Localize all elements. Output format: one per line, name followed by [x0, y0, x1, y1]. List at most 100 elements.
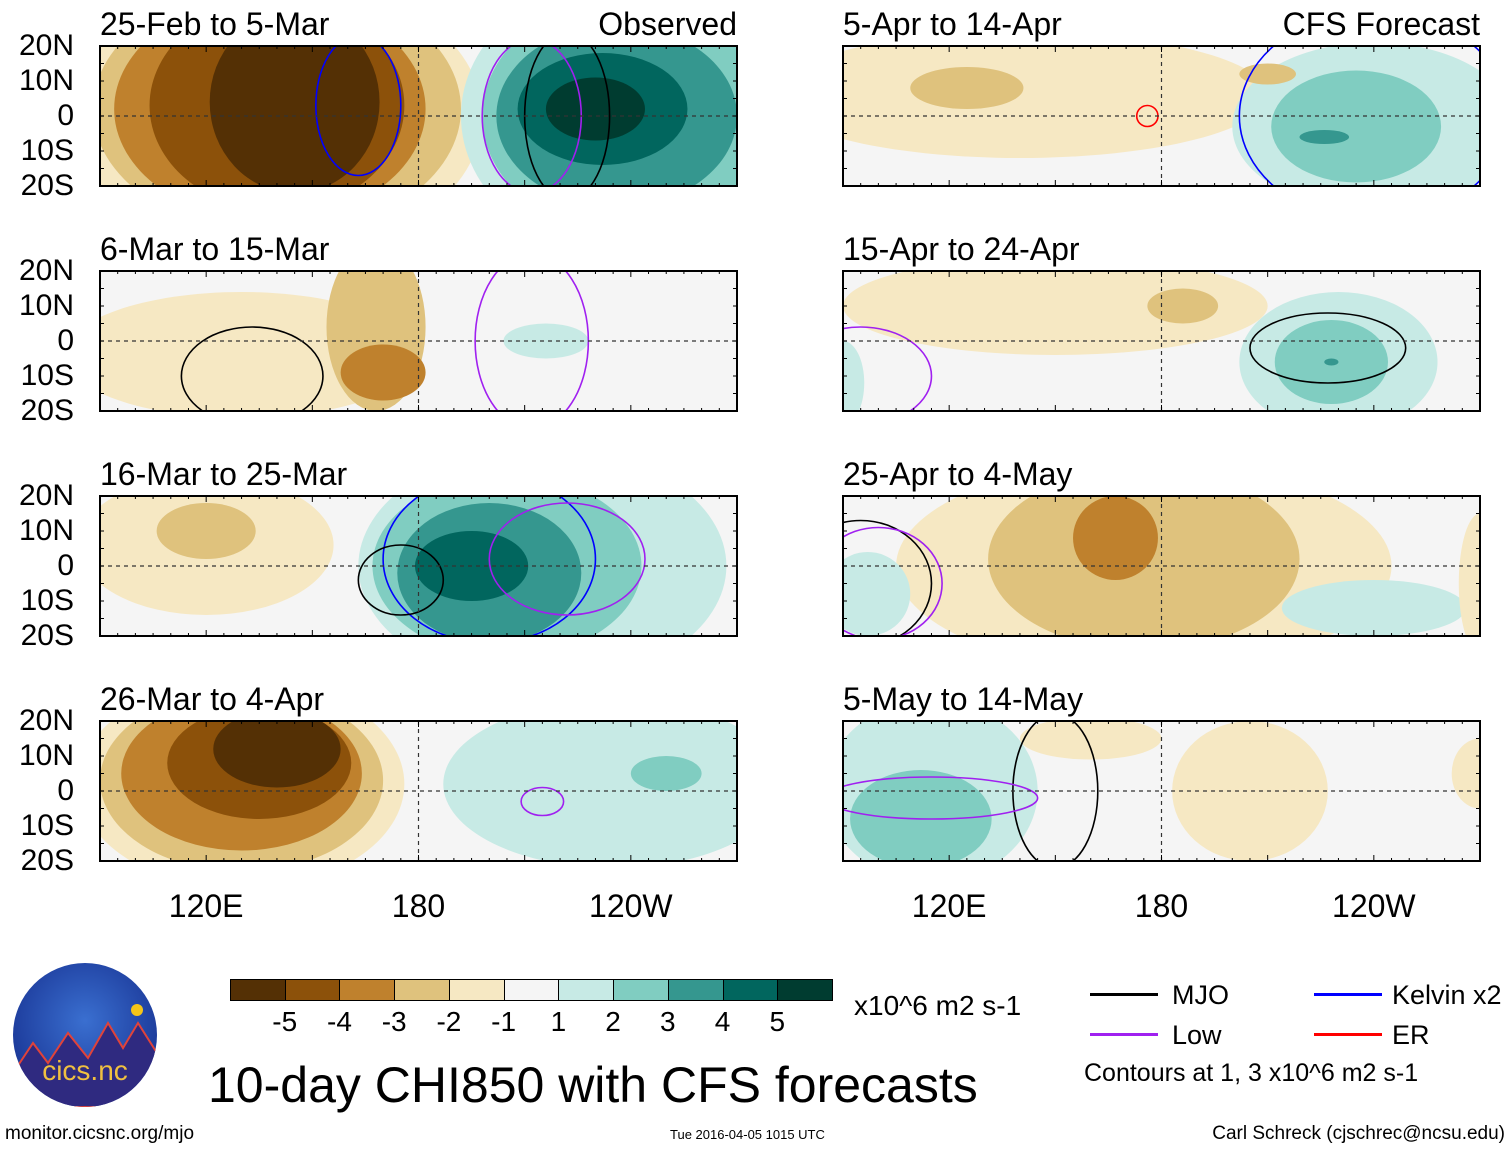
lat-label: 10N — [18, 514, 74, 547]
panel-title: 15-Apr to 24-Apr — [843, 231, 1080, 267]
colorbar-label: -2 — [436, 1006, 462, 1037]
kelvin-contour — [1238, 46, 1480, 186]
anomaly-region — [1271, 70, 1442, 183]
colorbar-label: 2 — [605, 1006, 621, 1037]
contour-note: Contours at 1, 3 x10^6 m2 s-1 — [1084, 1059, 1419, 1087]
panel-title: 26-Mar to 4-Apr — [100, 681, 325, 717]
lat-label: 20N — [18, 254, 74, 287]
map-panel — [842, 720, 1481, 862]
low-contour — [843, 326, 933, 411]
map-panel — [99, 270, 738, 412]
lat-label: 0 — [57, 324, 74, 357]
anomaly-region — [630, 756, 702, 791]
colorbar-label: 1 — [550, 1006, 567, 1037]
anomaly-region — [1239, 63, 1296, 85]
lat-label: 20S — [20, 394, 74, 427]
lon-label: 120W — [1332, 888, 1416, 924]
anomaly-region — [850, 770, 992, 861]
lat-label: 0 — [57, 549, 74, 582]
colorbar-swatch — [230, 979, 286, 1001]
anomaly-region — [1324, 358, 1339, 366]
panel-title: 16-Mar to 25-Mar — [100, 456, 348, 492]
lat-label: 0 — [57, 774, 74, 807]
mountain-icon — [13, 1004, 157, 1107]
colorbar-label: -5 — [272, 1006, 298, 1037]
legend-low-label: Low — [1172, 1020, 1222, 1050]
anomaly-region — [843, 271, 1268, 355]
anomaly-region — [1451, 738, 1480, 809]
legend-mjo-line — [1090, 993, 1158, 996]
lat-label: 10N — [18, 64, 74, 97]
colorbar-unit: x10^6 m2 s-1 — [854, 990, 1022, 1021]
panel-frame — [99, 270, 738, 412]
map-panel — [99, 45, 738, 187]
panel-title: 6-Mar to 15-Mar — [100, 231, 330, 267]
lon-label: 120W — [589, 888, 673, 924]
mjo-contour — [843, 519, 933, 636]
map-panel — [99, 720, 738, 862]
panel-frame — [842, 45, 1481, 187]
legend-er-line — [1314, 1033, 1382, 1036]
lat-label: 10S — [20, 809, 74, 842]
mjo-contour — [357, 544, 445, 616]
anomaly-region — [1281, 580, 1466, 636]
colorbar-label: -4 — [327, 1006, 352, 1037]
map-panel — [99, 495, 738, 637]
anomaly-region — [1458, 513, 1480, 636]
cics-logo[interactable]: cics.nc — [13, 963, 157, 1107]
lon-label: 120E — [911, 888, 987, 924]
lon-label: 180 — [1134, 888, 1189, 924]
lat-label: 10S — [20, 134, 74, 167]
panel-frame — [842, 270, 1481, 412]
panel-title: 25-Apr to 4-May — [843, 456, 1073, 492]
logo-text: cics.nc — [42, 1055, 128, 1086]
low-contour — [843, 526, 943, 636]
low-contour — [843, 776, 1039, 820]
panel-source-label: CFS Forecast — [1282, 6, 1480, 42]
legend-mjo-label: MJO — [1172, 980, 1229, 1010]
lat-label: 10N — [18, 289, 74, 322]
anomaly-region — [843, 341, 865, 411]
anomaly-region — [1147, 288, 1219, 324]
colorbar-label: 4 — [714, 1006, 731, 1037]
lat-label: 20N — [18, 479, 74, 512]
anomaly-region — [843, 552, 911, 636]
footer-url[interactable]: monitor.cicsnc.org/mjo — [5, 1123, 195, 1144]
colorbar-label: 5 — [769, 1006, 786, 1037]
colorbar-swatch — [503, 979, 560, 1001]
map-panel — [842, 495, 1481, 637]
kelvin-contour — [315, 46, 402, 177]
anomaly-region — [340, 344, 426, 401]
colorbar-swatch — [667, 979, 724, 1001]
map-panel — [842, 270, 1481, 412]
colorbar-swatch — [339, 979, 396, 1001]
panel-frame — [99, 495, 738, 637]
anomaly-region — [503, 323, 589, 359]
panel-title: 5-Apr to 14-Apr — [843, 6, 1062, 42]
anomaly-region — [545, 77, 645, 141]
colorbar-label: 3 — [660, 1006, 676, 1037]
low-contour — [520, 786, 565, 817]
legend-er-label: ER — [1392, 1020, 1430, 1050]
colorbar-swatch — [558, 979, 615, 1001]
anomaly-region — [1073, 496, 1158, 580]
colorbar-swatch — [613, 979, 669, 1001]
colorbar-swatch — [448, 979, 505, 1001]
lat-label: 20S — [20, 619, 74, 652]
panel-source-label: Observed — [598, 6, 737, 42]
panel-frame — [842, 720, 1481, 862]
lat-label: 20S — [20, 844, 74, 877]
footer-author: Carl Schreck (cjschrec@ncsu.edu) — [1212, 1123, 1505, 1144]
lat-label: 10S — [20, 359, 74, 392]
lat-label: 0 — [57, 99, 74, 132]
panel-frame — [99, 720, 738, 862]
panel-frame — [99, 45, 738, 187]
lat-label: 20S — [20, 169, 74, 202]
anomaly-region — [213, 721, 341, 788]
colorbar-swatch — [394, 979, 450, 1001]
anomaly-region — [156, 503, 256, 559]
lat-label: 10N — [18, 739, 74, 772]
panel-title: 5-May to 14-May — [843, 681, 1084, 717]
mjo-contour — [1249, 312, 1407, 384]
